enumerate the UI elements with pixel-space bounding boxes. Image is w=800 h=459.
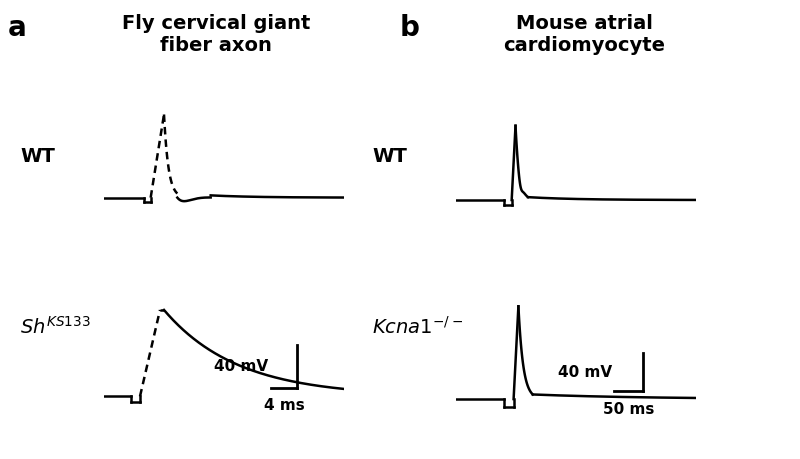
Text: $\mathit{Sh}^{KS133}$: $\mathit{Sh}^{KS133}$ (20, 316, 90, 338)
Text: Fly cervical giant
fiber axon: Fly cervical giant fiber axon (122, 14, 310, 55)
Text: 40 mV: 40 mV (558, 364, 613, 380)
Text: Mouse atrial
cardiomyocyte: Mouse atrial cardiomyocyte (503, 14, 665, 55)
Text: WT: WT (372, 146, 407, 166)
Text: 40 mV: 40 mV (214, 358, 268, 374)
Text: 4 ms: 4 ms (264, 398, 304, 413)
Text: 50 ms: 50 ms (603, 402, 654, 417)
Text: b: b (400, 14, 420, 42)
Text: a: a (8, 14, 26, 42)
Text: $\mathit{Kcna1}^{-/-}$: $\mathit{Kcna1}^{-/-}$ (372, 316, 463, 338)
Text: WT: WT (20, 146, 55, 166)
